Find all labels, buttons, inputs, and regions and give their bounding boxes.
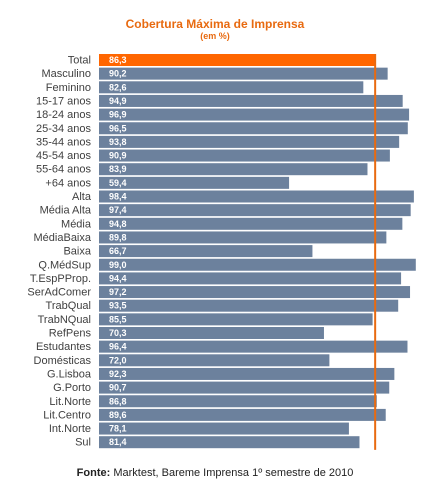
bar-23: [99, 367, 395, 380]
category-label: Média Alta: [40, 205, 92, 217]
bar-1: [99, 67, 388, 80]
category-label: +64 anos: [45, 177, 91, 189]
category-label: 18-24 anos: [36, 109, 92, 121]
value-label: 78,1: [109, 424, 127, 434]
category-label: Total: [68, 55, 91, 67]
bar-22: [99, 354, 330, 367]
category-label: Lit.Norte: [49, 396, 91, 408]
category-label: Estudantes: [36, 341, 92, 353]
value-label: 94,9: [109, 96, 127, 106]
bar-14: [99, 245, 313, 258]
category-label: Lit.Centro: [43, 409, 91, 421]
category-label: 55-64 anos: [36, 164, 92, 176]
value-label: 90,2: [109, 69, 127, 79]
value-label: 96,5: [109, 123, 127, 133]
category-label: TrabQual: [46, 300, 91, 312]
value-label: 96,9: [109, 110, 127, 120]
bar-6: [99, 135, 400, 148]
bar-24: [99, 381, 390, 394]
bar-7: [99, 149, 390, 162]
category-label: Feminino: [46, 82, 91, 94]
value-label: 90,9: [109, 151, 127, 161]
bar-10: [99, 190, 414, 203]
category-label: TrabNQual: [38, 314, 91, 326]
value-label: 98,4: [109, 192, 127, 202]
bar-26: [99, 408, 386, 421]
bar-2: [99, 81, 364, 94]
bar-4: [99, 108, 410, 121]
value-label: 86,8: [109, 396, 127, 406]
bar-5: [99, 122, 408, 135]
category-label: RefPens: [49, 328, 92, 340]
category-label: 25-34 anos: [36, 123, 92, 135]
bar-9: [99, 176, 290, 189]
bar-21: [99, 340, 408, 353]
value-label: 72,0: [109, 355, 127, 365]
category-label: 45-54 anos: [36, 150, 92, 162]
bar-27: [99, 422, 349, 435]
bar-8: [99, 163, 368, 176]
value-label: 94,8: [109, 219, 127, 229]
category-label: Sul: [75, 437, 91, 449]
category-label: Q.MédSup: [38, 259, 91, 271]
chart-title: Cobertura Máxima de Imprensa: [125, 17, 305, 31]
value-label: 89,6: [109, 410, 127, 420]
value-label: 81,4: [109, 437, 127, 447]
value-label: 96,4: [109, 342, 127, 352]
source-text: Marktest, Bareme Imprensa 1º semestre de…: [113, 467, 354, 479]
category-label: T.EspPProp.: [30, 273, 91, 285]
category-label: MédiaBaixa: [34, 232, 92, 244]
value-label: 97,2: [109, 287, 127, 297]
value-label: 97,4: [109, 205, 127, 215]
bar-13: [99, 231, 387, 244]
value-label: 92,3: [109, 369, 127, 379]
category-label: Média: [61, 218, 92, 230]
category-label: G.Lisboa: [47, 368, 92, 380]
category-label: Domésticas: [34, 355, 92, 367]
bar-28: [99, 436, 360, 449]
value-label: 93,8: [109, 137, 127, 147]
bar-20: [99, 327, 324, 339]
bar-12: [99, 217, 403, 230]
bar-19: [99, 313, 373, 326]
bar-18: [99, 299, 399, 312]
category-label: Alta: [72, 191, 92, 203]
value-label: 93,5: [109, 301, 127, 311]
source-note: Fonte: Marktest, Bareme Imprensa 1º seme…: [0, 467, 430, 479]
category-label: Masculino: [41, 68, 91, 80]
value-label: 70,3: [109, 328, 127, 338]
category-label: 15-17 anos: [36, 95, 92, 107]
value-label: 86,3: [109, 55, 127, 65]
chart-subtitle: (em %): [200, 31, 230, 41]
value-label: 82,6: [109, 82, 127, 92]
value-label: 99,0: [109, 260, 127, 270]
value-label: 83,9: [109, 164, 127, 174]
value-label: 85,5: [109, 314, 127, 324]
source-label: Fonte:: [76, 467, 111, 479]
bar-3: [99, 94, 403, 107]
value-label: 66,7: [109, 246, 127, 256]
bar-25: [99, 395, 377, 408]
category-label: 35-44 anos: [36, 136, 92, 148]
category-label: Baixa: [63, 246, 91, 258]
bar-15: [99, 258, 416, 271]
category-label: SerAdComer: [27, 287, 91, 299]
value-label: 59,4: [109, 178, 127, 188]
bar-16: [99, 272, 402, 285]
category-label: Int.Norte: [49, 423, 91, 435]
value-label: 89,8: [109, 232, 127, 242]
bar-0: [99, 54, 376, 66]
category-label: G.Porto: [53, 382, 91, 394]
bar-17: [99, 286, 411, 299]
bar-11: [99, 204, 411, 217]
value-label: 90,7: [109, 383, 127, 393]
value-label: 94,4: [109, 273, 127, 283]
